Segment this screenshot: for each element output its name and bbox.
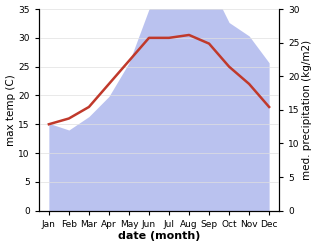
Y-axis label: max temp (C): max temp (C): [5, 74, 16, 146]
X-axis label: date (month): date (month): [118, 231, 200, 242]
Y-axis label: med. precipitation (kg/m2): med. precipitation (kg/m2): [302, 40, 313, 180]
